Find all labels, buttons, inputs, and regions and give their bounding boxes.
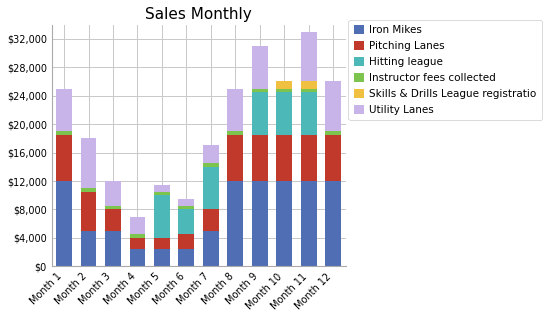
Bar [325, 81, 341, 131]
Bar [56, 88, 72, 131]
Bar [56, 131, 72, 135]
Bar [80, 188, 96, 192]
Bar [80, 231, 96, 266]
Bar [325, 181, 341, 266]
Bar [105, 206, 121, 210]
Bar [129, 238, 145, 249]
Bar [276, 88, 292, 92]
Bar [178, 206, 194, 210]
Bar [301, 81, 317, 88]
Bar [129, 234, 145, 238]
Bar [80, 138, 96, 188]
Bar [56, 181, 72, 266]
Bar [154, 238, 170, 249]
Bar [301, 31, 317, 81]
Bar [203, 145, 219, 163]
Bar [203, 210, 219, 231]
Bar [105, 210, 121, 231]
Bar [276, 181, 292, 266]
Bar [203, 163, 219, 167]
Bar [227, 181, 243, 266]
Bar [178, 234, 194, 249]
Bar [252, 88, 268, 92]
Bar [227, 88, 243, 131]
Bar [178, 199, 194, 206]
Bar [178, 210, 194, 234]
Bar [252, 46, 268, 88]
Bar [325, 131, 341, 135]
Bar [276, 92, 292, 135]
Bar [154, 192, 170, 195]
Bar [154, 249, 170, 266]
Bar [154, 184, 170, 192]
Bar [105, 181, 121, 206]
Legend: Iron Mikes, Pitching Lanes, Hitting league, Instructor fees collected, Skills & : Iron Mikes, Pitching Lanes, Hitting leag… [349, 20, 542, 120]
Bar [129, 249, 145, 266]
Bar [301, 181, 317, 266]
Bar [301, 135, 317, 181]
Bar [276, 135, 292, 181]
Bar [227, 131, 243, 135]
Bar [105, 231, 121, 266]
Bar [252, 181, 268, 266]
Bar [252, 135, 268, 181]
Bar [301, 92, 317, 135]
Bar [154, 195, 170, 238]
Bar [56, 135, 72, 181]
Bar [227, 135, 243, 181]
Bar [203, 231, 219, 266]
Title: Sales Monthly: Sales Monthly [145, 7, 252, 22]
Bar [276, 81, 292, 88]
Bar [203, 167, 219, 210]
Bar [325, 135, 341, 181]
Bar [178, 249, 194, 266]
Bar [80, 192, 96, 231]
Bar [252, 92, 268, 135]
Bar [301, 88, 317, 92]
Bar [129, 217, 145, 234]
